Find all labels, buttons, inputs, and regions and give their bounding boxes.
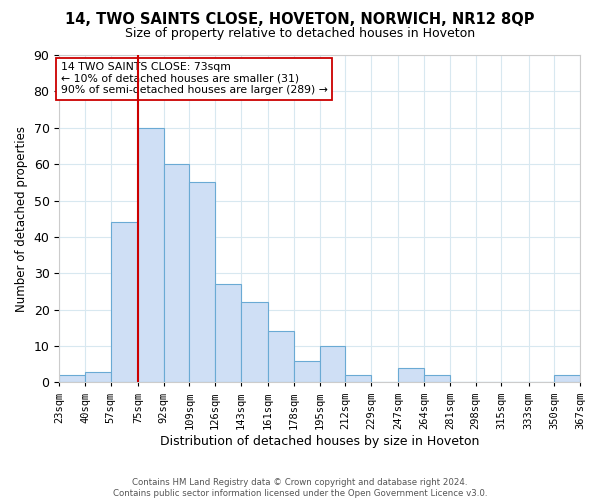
Bar [111, 222, 138, 382]
Bar [346, 375, 371, 382]
Bar [398, 368, 424, 382]
Bar [241, 302, 268, 382]
Text: Contains HM Land Registry data © Crown copyright and database right 2024.
Contai: Contains HM Land Registry data © Crown c… [113, 478, 487, 498]
Text: 14 TWO SAINTS CLOSE: 73sqm
← 10% of detached houses are smaller (31)
90% of semi: 14 TWO SAINTS CLOSE: 73sqm ← 10% of deta… [61, 62, 328, 96]
Bar [190, 182, 215, 382]
Bar [268, 332, 294, 382]
Y-axis label: Number of detached properties: Number of detached properties [15, 126, 28, 312]
Bar [554, 375, 580, 382]
Bar [138, 128, 164, 382]
Bar [320, 346, 346, 383]
Bar [215, 284, 241, 382]
X-axis label: Distribution of detached houses by size in Hoveton: Distribution of detached houses by size … [160, 434, 479, 448]
Bar [424, 375, 450, 382]
Bar [85, 372, 111, 382]
Text: Size of property relative to detached houses in Hoveton: Size of property relative to detached ho… [125, 27, 475, 40]
Bar [164, 164, 190, 382]
Bar [294, 360, 320, 382]
Bar [59, 375, 85, 382]
Text: 14, TWO SAINTS CLOSE, HOVETON, NORWICH, NR12 8QP: 14, TWO SAINTS CLOSE, HOVETON, NORWICH, … [65, 12, 535, 28]
